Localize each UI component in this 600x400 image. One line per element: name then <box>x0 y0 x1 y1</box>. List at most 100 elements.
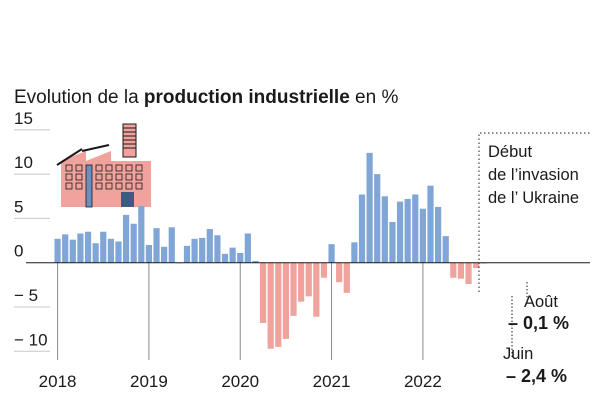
invasion-label-line3: de l’ Ukraine <box>488 189 579 207</box>
bar <box>351 242 358 263</box>
factory-window <box>95 164 103 172</box>
factory-window <box>115 164 123 172</box>
bar <box>381 196 388 263</box>
bar <box>183 245 191 263</box>
factory-window <box>115 182 123 190</box>
bar <box>199 237 206 263</box>
factory-windows <box>65 164 143 190</box>
bar <box>442 236 449 263</box>
bar <box>115 241 122 263</box>
x-tick-label-2021: 2021 <box>313 372 351 391</box>
aout-value: – 0,1 % <box>508 313 569 333</box>
bar <box>62 234 69 263</box>
bar <box>435 206 442 263</box>
bar <box>358 194 366 263</box>
bar <box>130 223 137 263</box>
x-tick-labels: 2018 2019 2020 2021 2022 <box>39 372 442 391</box>
factory-window <box>95 182 103 190</box>
factory-icon <box>56 123 151 208</box>
invasion-label-line1: Début <box>488 143 532 161</box>
bar <box>412 194 419 263</box>
y-tick-label: − 5 <box>14 286 38 305</box>
bar <box>305 262 312 297</box>
bar <box>259 262 267 323</box>
bar <box>100 231 107 263</box>
bar <box>168 227 175 263</box>
factory-window <box>125 164 133 172</box>
bar <box>267 262 274 349</box>
bar <box>457 262 465 279</box>
bar <box>450 262 457 278</box>
bar <box>419 208 426 263</box>
chart-title-prefix: Evolution de la <box>14 87 144 108</box>
y-tick-label: 10 <box>14 153 33 172</box>
bar <box>465 262 472 284</box>
y-tick-label: 5 <box>14 197 23 216</box>
bar <box>84 231 92 263</box>
bar <box>389 221 396 263</box>
bar <box>343 262 350 293</box>
factory-window <box>115 173 123 181</box>
bar <box>275 262 282 347</box>
factory-window <box>65 182 73 190</box>
bar <box>244 233 251 263</box>
bar <box>404 198 411 263</box>
bar <box>145 245 153 263</box>
y-tick-label: 15 <box>14 109 33 128</box>
bar <box>206 229 213 263</box>
factory-window <box>135 173 143 181</box>
factory-window <box>135 164 143 172</box>
bar <box>107 238 114 263</box>
bar <box>92 243 99 263</box>
year-divider-lines <box>57 262 424 360</box>
bar <box>427 185 434 263</box>
x-tick-label-2018: 2018 <box>39 372 77 391</box>
bar <box>161 246 168 263</box>
bar <box>191 238 198 263</box>
factory-window <box>125 173 133 181</box>
factory-window <box>105 173 113 181</box>
bar <box>336 262 343 283</box>
bar <box>214 235 221 263</box>
y-tick-labels: 15 10 5 0 − 5 − 10 <box>14 109 48 349</box>
bar <box>320 262 328 278</box>
bar <box>366 152 373 263</box>
bar <box>122 214 130 263</box>
aout-label: Août <box>524 293 558 311</box>
factory-window <box>75 164 83 172</box>
factory-window <box>105 182 113 190</box>
juin-label: Juin <box>503 345 533 363</box>
bar <box>473 262 480 269</box>
chart-title-bold: production industrielle <box>144 87 350 108</box>
bar <box>54 238 61 263</box>
y-gridlines <box>14 129 50 352</box>
factory-window <box>125 182 133 190</box>
factory-window <box>65 173 73 181</box>
bar <box>252 260 259 263</box>
chart-title-suffix: en % <box>350 87 399 108</box>
bar <box>77 233 84 263</box>
factory-window <box>135 182 143 190</box>
bar <box>221 253 229 263</box>
juin-value: – 2,4 % <box>506 366 567 386</box>
factory-window <box>95 173 103 181</box>
factory-window <box>75 173 83 181</box>
bars <box>54 152 487 349</box>
x-tick-label-2019: 2019 <box>130 372 168 391</box>
factory-window <box>75 182 83 190</box>
bar <box>290 262 297 316</box>
bar <box>396 201 404 263</box>
bar <box>138 206 145 263</box>
bar <box>374 174 381 263</box>
y-tick-label: − 10 <box>14 330 48 349</box>
bar <box>229 247 236 263</box>
x-tick-label-2022: 2022 <box>404 372 442 391</box>
factory-window <box>65 164 73 172</box>
invasion-marker-line <box>478 132 592 292</box>
factory-window <box>105 164 113 172</box>
bar <box>237 252 244 263</box>
bar <box>328 244 335 263</box>
bar <box>298 262 305 302</box>
y-tick-label: 0 <box>14 242 23 261</box>
